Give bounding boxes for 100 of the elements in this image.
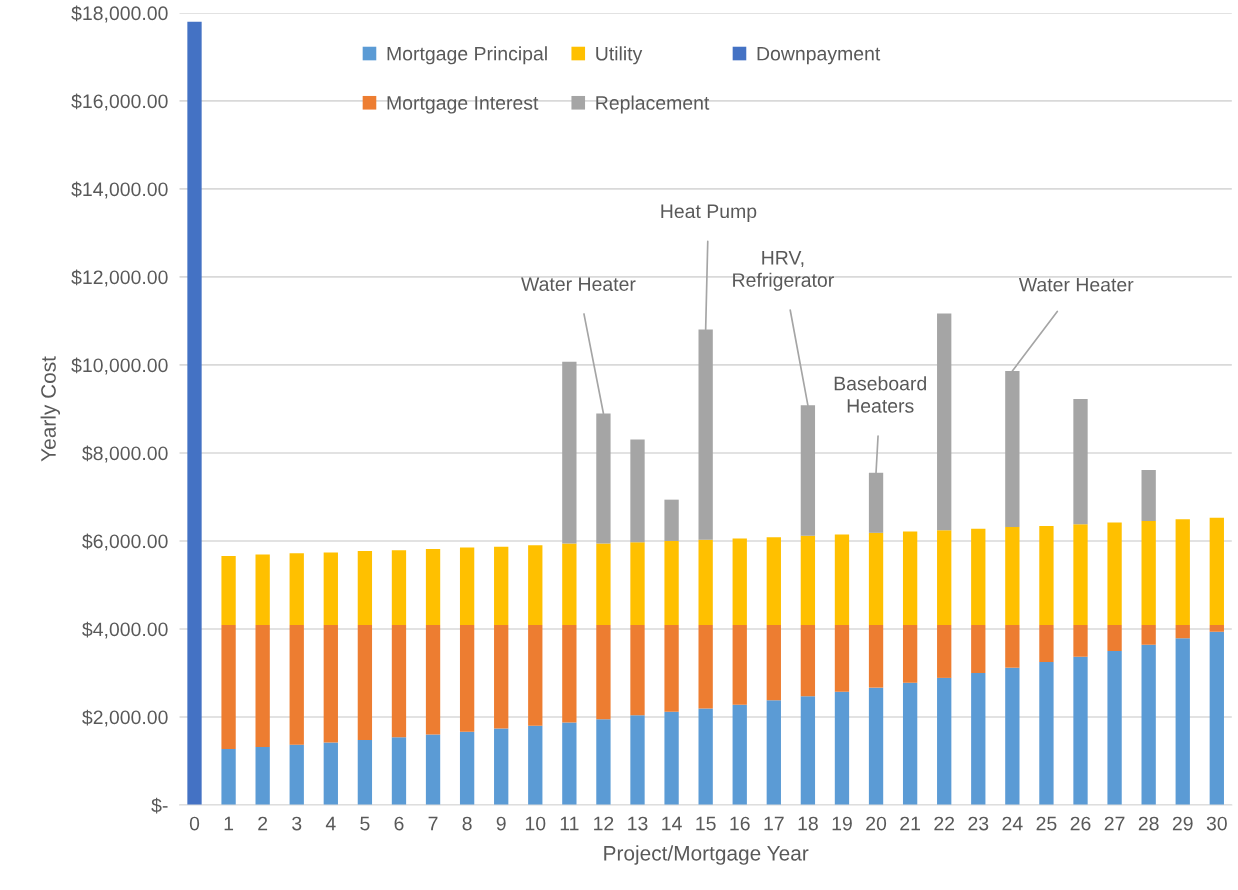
x-tick-label: 18: [798, 816, 818, 831]
bar: [1005, 527, 1020, 626]
bar: [630, 625, 645, 716]
bar: [1107, 625, 1122, 651]
bar: [596, 543, 611, 626]
x-tick-label: 14: [662, 816, 682, 831]
bar: [494, 728, 509, 806]
y-tick-label: $8,000.00: [82, 445, 168, 463]
bar: [221, 749, 236, 806]
bar: [391, 550, 407, 626]
bar: [596, 625, 611, 720]
bar: [494, 546, 509, 626]
bar: [1073, 625, 1088, 657]
bar: [1005, 625, 1020, 668]
x-tick-label: 26: [1070, 816, 1091, 831]
x-tick-label: 3: [292, 816, 302, 831]
x-tick-label: 20: [866, 816, 887, 831]
bar: [1073, 524, 1088, 626]
x-tick-label: 22: [934, 816, 955, 831]
bar: [1039, 625, 1054, 662]
bar: [459, 625, 475, 732]
bar: [357, 551, 373, 626]
bar: [289, 625, 304, 745]
bar: [834, 691, 850, 806]
bar: [562, 722, 577, 806]
annotation: Heat Pump: [661, 204, 757, 222]
x-tick-label: 27: [1104, 816, 1125, 831]
legend-label: Utility: [596, 46, 643, 65]
bar: [221, 556, 236, 626]
bar: [868, 687, 884, 806]
bar: [1141, 644, 1156, 806]
x-tick-label: 29: [1172, 816, 1193, 831]
bar: [902, 625, 918, 683]
bar: [800, 696, 816, 806]
x-tick-label: 15: [696, 816, 716, 831]
bar: [1107, 522, 1122, 626]
annotation: Water Heater: [521, 277, 636, 291]
bar: [255, 554, 270, 626]
bar: [528, 625, 543, 726]
bar: [323, 742, 338, 806]
y-tick-label: $2,000.00: [82, 709, 168, 727]
legend-label: Mortgage Principal: [387, 46, 547, 65]
x-tick-label: 25: [1036, 816, 1057, 831]
bar: [732, 625, 747, 705]
bar: [1209, 631, 1224, 806]
y-tick-label: $16,000.00: [71, 93, 168, 111]
bar: [732, 538, 747, 626]
bar: [902, 682, 918, 806]
bar: [766, 700, 781, 806]
x-tick-label: 11: [560, 816, 579, 831]
bar: [255, 746, 270, 806]
bar: [630, 439, 645, 543]
bar: [528, 725, 543, 806]
bar: [459, 731, 475, 806]
bar: [562, 625, 577, 723]
bar: [1005, 667, 1020, 806]
bar: [1141, 469, 1156, 521]
x-tick-label: 30: [1206, 816, 1227, 831]
y-tick-label: $14,000.00: [71, 181, 168, 199]
bar: [255, 625, 270, 747]
bar: [834, 625, 850, 692]
annotation: Water Heater: [1018, 278, 1134, 292]
legend-label: Mortgage Interest: [387, 96, 539, 114]
bar: [425, 548, 441, 626]
bar: [459, 547, 475, 626]
y-tick-label: $6,000.00: [82, 533, 168, 551]
x-tick-label: 28: [1138, 816, 1159, 831]
y-axis-title: Yearly Cost: [40, 356, 60, 462]
bar: [562, 361, 577, 544]
bar: [323, 625, 338, 743]
bar: [1175, 519, 1190, 626]
bar: [1073, 398, 1088, 525]
bar: [971, 672, 986, 806]
bar: [391, 625, 407, 738]
bar: [1107, 650, 1122, 806]
bar: [800, 625, 816, 697]
bar: [664, 625, 679, 712]
bar: [1175, 625, 1190, 639]
bar: [630, 542, 645, 626]
bar: [1175, 638, 1190, 806]
x-tick-label: 1: [224, 816, 234, 831]
bar: [1209, 517, 1224, 626]
x-tick-label: 4: [325, 816, 336, 831]
bar: [698, 539, 713, 626]
bar: [1039, 661, 1054, 806]
x-tick-label: 13: [628, 816, 648, 831]
bar: [971, 528, 986, 626]
bar: [289, 553, 304, 626]
legend-label: Downpayment: [757, 46, 881, 65]
bar: [971, 625, 986, 673]
x-tick-label: 7: [428, 816, 438, 831]
bar: [698, 708, 713, 806]
x-tick-label: 23: [968, 816, 989, 831]
x-tick-label: 9: [496, 816, 506, 831]
bar: [357, 740, 373, 806]
bar: [766, 537, 781, 626]
bar: [664, 711, 679, 806]
bar: [937, 677, 952, 806]
x-tick-label: 16: [730, 816, 750, 831]
x-tick-label: 10: [525, 816, 546, 831]
